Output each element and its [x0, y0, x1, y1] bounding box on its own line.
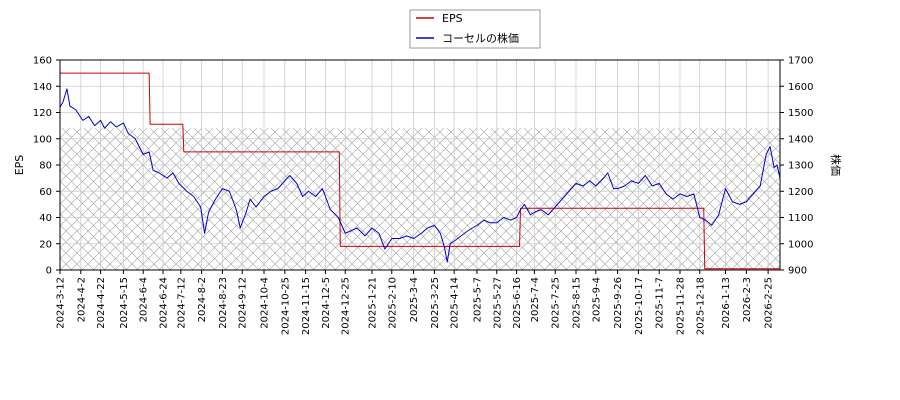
left-tick-label: 20 [39, 239, 52, 250]
x-tick-label: 2026-1-13 [721, 277, 732, 329]
left-tick-label: 40 [39, 213, 52, 224]
legend-label-eps: EPS [442, 12, 463, 25]
x-tick-label: 2024-8-23 [218, 277, 229, 329]
x-tick-label: 2024-4-2 [76, 277, 87, 322]
x-tick-label: 2025-5-7 [472, 277, 483, 322]
x-tick-label: 2025-11-7 [655, 277, 666, 329]
x-tick-label: 2025-4-14 [450, 277, 461, 329]
x-axis-ticks: 2024-3-12 2024-4-2 2024-4-22 2024-5-15 2024-… [56, 270, 775, 335]
x-tick-label: 2025-7-4 [530, 277, 541, 322]
x-tick-label: 2025-5-27 [492, 277, 503, 329]
x-tick-label: 2025-3-4 [409, 277, 420, 322]
legend-label-stock-price: コーセルの株価 [442, 31, 519, 45]
x-tick-label: 2025-12-18 [695, 277, 706, 335]
x-tick-label: 2024-9-12 [238, 277, 249, 329]
right-tick-label: 1700 [788, 56, 813, 67]
left-tick-label: 80 [39, 161, 52, 172]
right-tick-label: 900 [788, 266, 807, 277]
right-axis-ticks: 900 1000 1100 1200 1300 1400 1500 1600 1700 [780, 56, 813, 277]
x-tick-label: 2024-12-5 [321, 277, 332, 329]
x-tick-label: 2025-10-17 [634, 277, 645, 335]
stock-price-series-line [59, 88, 781, 263]
x-tick-label: 2025-9-26 [613, 277, 624, 329]
x-tick-label: 2024-11-15 [301, 277, 312, 335]
right-tick-label: 1400 [788, 134, 813, 145]
x-tick-label: 2026-2-25 [764, 277, 775, 329]
right-tick-label: 1100 [788, 213, 813, 224]
x-tick-label: 2024-7-12 [176, 277, 187, 329]
x-tick-label: 2024-6-24 [158, 277, 169, 329]
left-tick-label: 0 [46, 266, 52, 277]
x-tick-label: 2025-6-16 [512, 277, 523, 329]
left-axis-label: EPS [13, 155, 26, 176]
x-tick-label: 2025-11-28 [675, 277, 686, 335]
legend-box [409, 9, 541, 49]
series-layer [59, 72, 781, 270]
x-tick-label: 2024-8-2 [197, 277, 208, 322]
x-tick-label: 2025-9-4 [591, 277, 602, 322]
left-tick-label: 100 [33, 134, 52, 145]
right-tick-label: 1500 [788, 108, 813, 119]
hatched-range-band [60, 128, 780, 270]
right-tick-label: 1000 [788, 239, 813, 250]
x-tick-label: 2024-5-15 [119, 277, 130, 329]
right-tick-label: 1600 [788, 82, 813, 93]
x-tick-label: 2025-3-25 [430, 277, 441, 329]
right-tick-label: 1300 [788, 161, 813, 172]
legend: EPS コーセルの株価 [409, 9, 541, 49]
x-tick-label: 2025-7-25 [551, 277, 562, 329]
x-tick-label: 2026-2-3 [742, 277, 753, 322]
x-tick-label: 2024-12-25 [341, 277, 352, 335]
x-tick-label: 2024-10-4 [260, 277, 271, 329]
right-axis-label: 株価 [829, 154, 843, 176]
left-tick-label: 120 [33, 108, 52, 119]
x-tick-label: 2024-4-22 [96, 277, 107, 329]
x-tick-label: 2025-8-15 [571, 277, 582, 329]
x-tick-label: 2025-2-10 [387, 277, 398, 329]
x-tick-label: 2024-3-12 [56, 277, 67, 329]
x-tick-label: 2024-10-25 [280, 277, 291, 335]
x-tick-label: 2025-1-21 [367, 277, 378, 329]
left-tick-label: 160 [33, 56, 52, 67]
left-tick-label: 140 [33, 82, 52, 93]
x-tick-label: 2024-6-4 [139, 277, 150, 322]
left-axis-ticks: 0 20 40 60 80 100 120 140 160 [33, 56, 60, 277]
right-tick-label: 1200 [788, 187, 813, 198]
left-tick-label: 60 [39, 187, 52, 198]
eps-series-line [60, 72, 780, 270]
